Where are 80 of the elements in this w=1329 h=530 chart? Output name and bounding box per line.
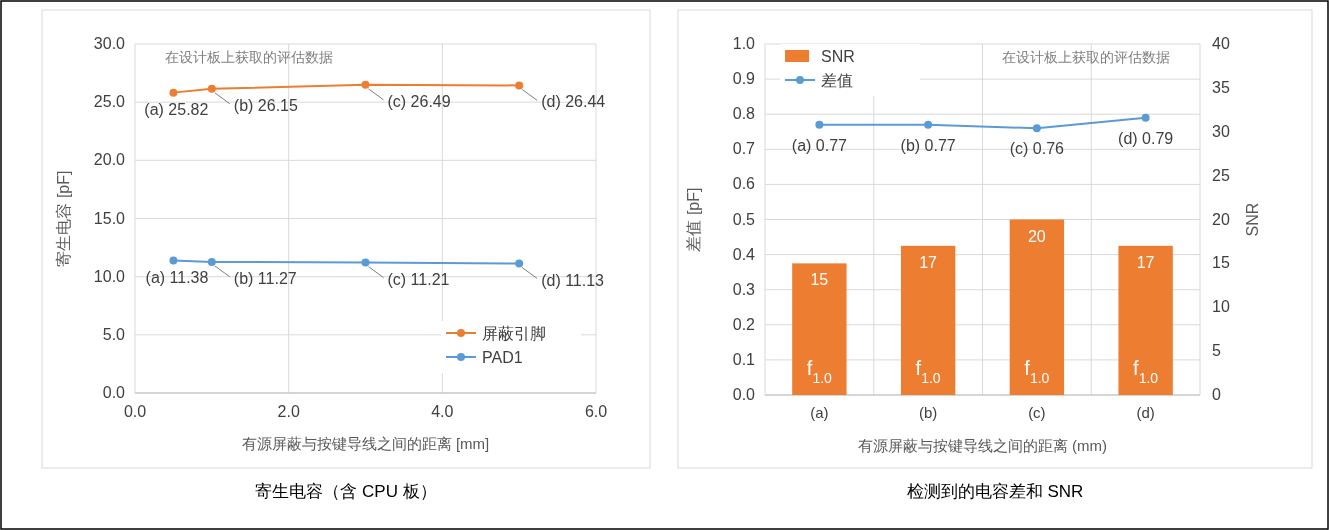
- y2-axis-title: SNR: [1244, 202, 1261, 237]
- text: 检测到的电容差和 SNR: [906, 482, 1084, 501]
- y-tick-label: 1.0: [732, 35, 756, 52]
- legend-label: SNR: [821, 48, 855, 65]
- legend-label: PAD1: [482, 349, 523, 366]
- data-label: (d) 11.13: [541, 271, 605, 289]
- legend-label: 屏蔽引脚: [482, 325, 546, 342]
- data-label: 17: [919, 253, 938, 271]
- annotation: f$_{1.0}$: [1024, 357, 1050, 386]
- x-tick-label: 2.0: [277, 403, 300, 420]
- data-label: (a) 25.82: [144, 100, 209, 118]
- point: [207, 257, 216, 266]
- bar: [1118, 245, 1173, 395]
- y-tick-label: 0.3: [732, 280, 756, 298]
- x-tick-label: 4.0: [431, 403, 454, 420]
- point: [169, 256, 178, 265]
- data-label: (a) 0.77: [791, 136, 848, 154]
- y-tick-label: 10.0: [93, 267, 126, 285]
- data-label: (d) 0.79: [1118, 129, 1174, 147]
- legend-label: 差值: [821, 72, 853, 89]
- data-label: 20: [1027, 227, 1046, 245]
- x-axis-title: 有源屏蔽与按键导线之间的距离 [mm]: [241, 435, 490, 452]
- data-label: (a) 11.38: [145, 268, 209, 286]
- y-tick-label: 0.1: [732, 350, 756, 368]
- bar: [900, 245, 956, 395]
- y-tick-label: 0.0: [732, 386, 756, 403]
- bar: [1009, 219, 1065, 395]
- annotation: f$_{1.0}$: [1133, 357, 1159, 386]
- data-label: (c) 11.21: [387, 270, 450, 288]
- y-tick-label: 0.7: [732, 140, 756, 158]
- data-label: (c) 0.76: [1009, 140, 1065, 158]
- y2-tick-label: 25: [1212, 166, 1230, 184]
- x-tick-label: (a): [810, 404, 829, 421]
- annotation: f$_{1.0}$: [806, 357, 833, 386]
- y-tick-label: 0.9: [732, 70, 756, 88]
- y2-tick-label: 10: [1212, 298, 1230, 316]
- y-tick-label: 25.0: [93, 93, 126, 111]
- x-tick-label: 6.0: [584, 403, 608, 420]
- y-tick-label: 0.2: [732, 315, 756, 333]
- x-tick-label: (c): [1028, 404, 1046, 421]
- point: [207, 84, 216, 93]
- y-axis-title: 寄生电容 [pF]: [55, 170, 72, 267]
- bar: [792, 263, 847, 395]
- y2-tick-label: 20: [1212, 210, 1230, 228]
- y2-tick-label: 5: [1212, 342, 1221, 360]
- text: 寄生电容（含 CPU 板）: [255, 482, 437, 501]
- y2-tick-label: 40: [1212, 35, 1230, 52]
- y-tick-label: 30.0: [93, 35, 126, 52]
- point: [169, 88, 178, 97]
- point: [361, 80, 370, 89]
- y-tick-label: 0.8: [732, 105, 756, 123]
- point: [361, 258, 370, 267]
- x-tick-label: (b): [918, 404, 938, 421]
- y2-tick-label: 30: [1212, 122, 1230, 140]
- y2-tick-label: 0: [1212, 386, 1221, 403]
- y2-tick-label: 35: [1212, 78, 1230, 96]
- point: [515, 81, 524, 90]
- data-label: 15: [810, 271, 829, 289]
- y-tick-label: 0.0: [102, 384, 126, 401]
- y-tick-label: 5.0: [102, 325, 126, 343]
- annotation: f$_{1.0}$: [915, 357, 941, 386]
- data-label: (b) 26.15: [233, 96, 298, 114]
- data-label: 17: [1136, 253, 1155, 271]
- x-axis-title: 有源屏蔽与按键导线之间的距离 (mm): [857, 437, 1108, 454]
- x-tick-label: 0.0: [123, 403, 147, 420]
- x-tick-label: (d): [1136, 404, 1155, 421]
- y-tick-label: 0.4: [732, 245, 756, 263]
- y-tick-label: 0.6: [732, 175, 756, 193]
- y2-tick-label: 15: [1212, 254, 1230, 272]
- annotation: 在设计板上获取的评估数据: [1002, 49, 1170, 65]
- data-label: (b) 0.77: [900, 136, 956, 154]
- y-axis-title: 差值 [pF]: [685, 187, 702, 252]
- annotation: 在设计板上获取的评估数据: [165, 49, 333, 65]
- data-label: (c) 26.49: [387, 92, 451, 110]
- data-label: (d) 26.44: [541, 93, 606, 111]
- data-label: (b) 11.27: [233, 269, 297, 287]
- y-tick-label: 20.0: [93, 151, 126, 169]
- y-tick-label: 0.5: [732, 210, 756, 228]
- point: [515, 259, 524, 268]
- y-tick-label: 15.0: [93, 209, 126, 227]
